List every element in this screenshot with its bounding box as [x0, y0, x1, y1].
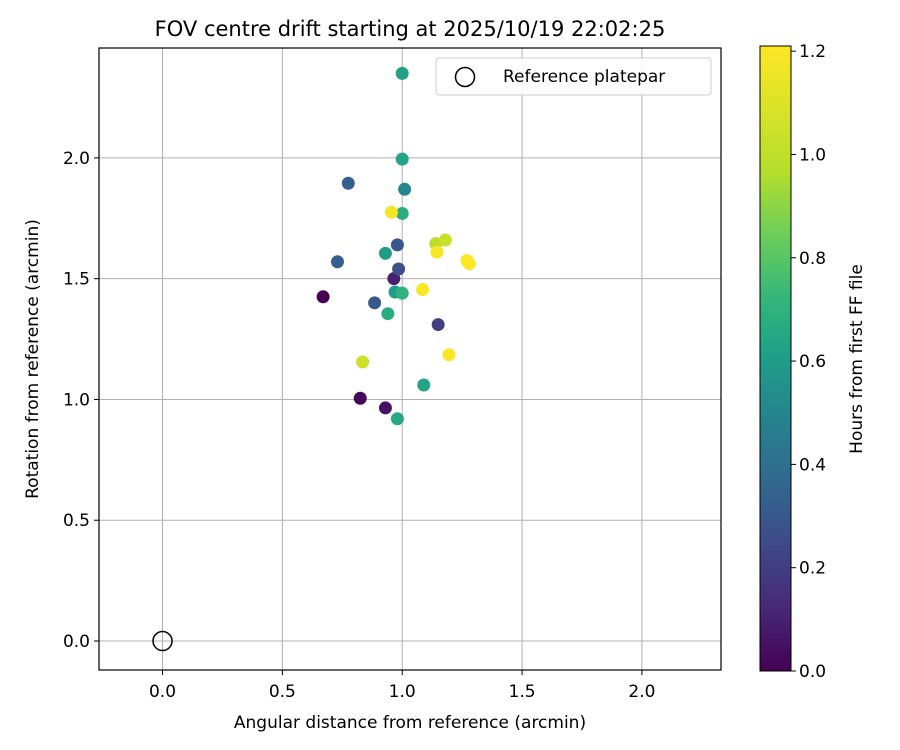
- data-point: [341, 176, 355, 190]
- data-point: [378, 246, 392, 260]
- colorbar-tick-label: 1.0: [799, 145, 826, 165]
- legend-marker: [454, 66, 476, 88]
- data-point: [378, 401, 392, 415]
- data-point: [395, 152, 409, 166]
- plot-frame: [98, 47, 722, 671]
- colorbar-tick-label: 0.0: [799, 662, 826, 682]
- data-point: [395, 286, 409, 300]
- x-tick-label: 0.0: [149, 682, 176, 702]
- colorbar-ticks: 0.0 0.2 0.4 0.6 0.8 1.0 1.2: [791, 42, 826, 682]
- data-point: [353, 391, 367, 405]
- y-axis-label: Rotation from reference (arcmin): [23, 219, 43, 499]
- y-tick-label: 1.0: [63, 390, 90, 410]
- data-point: [390, 412, 404, 426]
- y-axis-ticks: 0.0 0.5 1.0 1.5 2.0: [63, 149, 99, 652]
- grid-lines: [99, 48, 721, 670]
- data-point: [430, 245, 444, 259]
- data-point: [438, 233, 452, 247]
- data-point: [395, 66, 409, 80]
- colorbar-tick-label: 1.2: [799, 42, 826, 62]
- data-point: [462, 257, 476, 271]
- colorbar: [759, 45, 792, 672]
- x-axis-ticks: 0.0 0.5 1.0 1.5 2.0: [149, 670, 655, 702]
- legend: Reference platepar: [435, 57, 712, 96]
- y-tick-label: 0.0: [63, 632, 90, 652]
- data-point: [356, 355, 370, 369]
- data-point: [442, 348, 456, 362]
- data-point: [387, 272, 401, 286]
- data-point: [395, 206, 409, 220]
- data-point: [368, 296, 382, 310]
- data-point: [316, 290, 330, 304]
- data-point: [417, 378, 431, 392]
- x-tick-label: 0.5: [269, 682, 296, 702]
- data-point: [431, 318, 445, 332]
- x-axis-label: Angular distance from reference (arcmin): [234, 713, 586, 733]
- colorbar-tick-label: 0.8: [799, 249, 826, 269]
- x-tick-label: 1.5: [509, 682, 536, 702]
- data-point: [390, 238, 404, 252]
- x-tick-label: 1.0: [389, 682, 416, 702]
- colorbar-label: Hours from first FF file: [847, 264, 867, 454]
- legend-box: [435, 57, 712, 96]
- data-point: [384, 205, 398, 219]
- data-points: [316, 66, 476, 426]
- x-tick-label: 2.0: [628, 682, 655, 702]
- y-tick-label: 1.5: [63, 270, 90, 290]
- colorbar-tick-label: 0.2: [799, 559, 826, 579]
- data-point: [392, 262, 406, 276]
- data-point: [416, 283, 430, 297]
- data-point: [330, 255, 344, 269]
- data-point: [381, 307, 395, 321]
- chart-title: FOV centre drift starting at 2025/10/19 …: [155, 17, 666, 41]
- reference-marker: [152, 630, 173, 652]
- y-tick-label: 2.0: [63, 149, 90, 169]
- y-tick-label: 0.5: [63, 511, 90, 531]
- colorbar-tick-label: 0.4: [799, 455, 826, 475]
- data-point: [398, 182, 412, 196]
- colorbar-tick-label: 0.6: [799, 352, 826, 372]
- legend-label: Reference platepar: [503, 67, 665, 87]
- reference-point: [152, 630, 173, 652]
